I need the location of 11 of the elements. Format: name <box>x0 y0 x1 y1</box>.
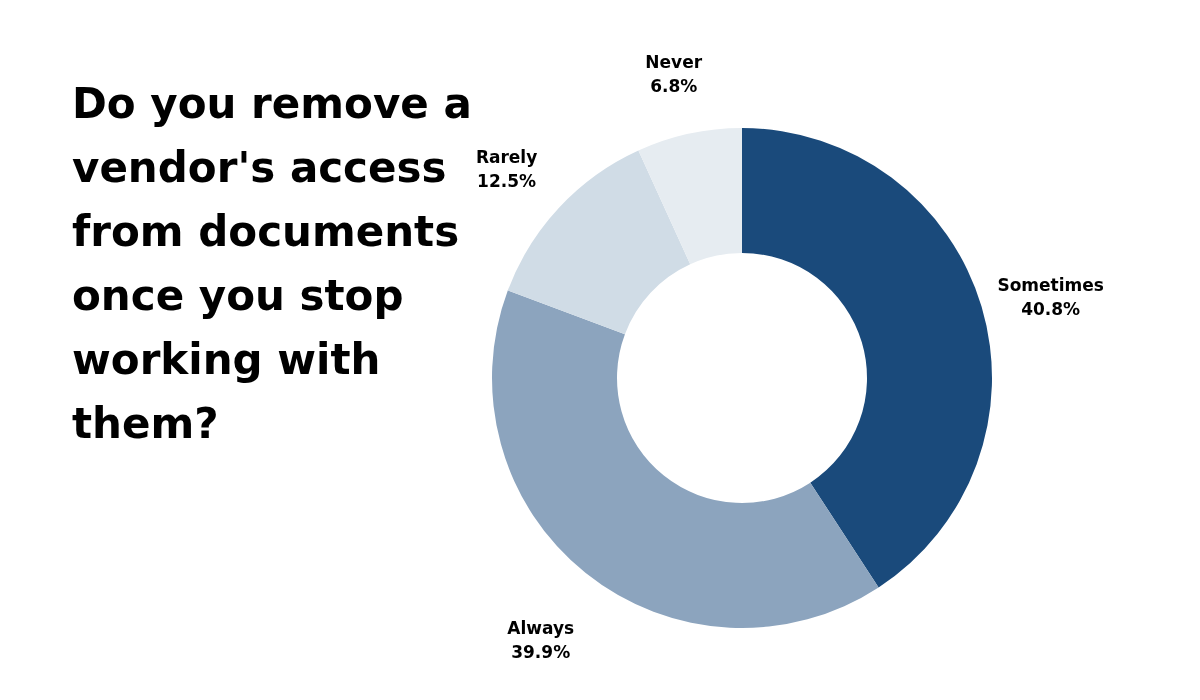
data-label: 6.8% <box>650 76 698 97</box>
text: Do you remove a vendor's access from documents once you stop working with them? <box>72 78 472 450</box>
slice-label: Always <box>507 618 575 639</box>
data-label: 40.8% <box>1021 299 1081 320</box>
slice-label: Rarely <box>475 147 538 168</box>
data-label: 39.9% <box>511 642 571 663</box>
data-label: 12.5% <box>477 171 537 192</box>
donut-slice <box>742 128 992 588</box>
donut-slice <box>638 128 742 265</box>
slice-label: Never <box>645 52 703 73</box>
slice-label: Sometimes <box>997 275 1104 296</box>
